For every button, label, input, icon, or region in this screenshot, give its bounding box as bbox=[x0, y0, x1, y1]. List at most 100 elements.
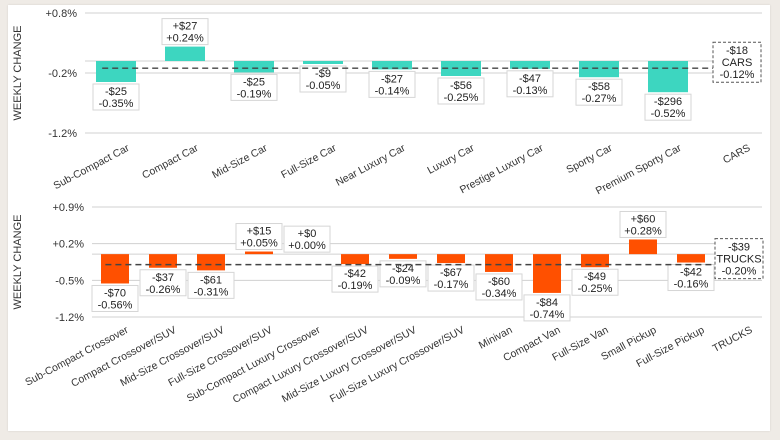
data-label-pct: -0.27% bbox=[582, 93, 617, 105]
data-label-pct: -0.19% bbox=[237, 88, 272, 100]
data-label-usd: -$296 bbox=[654, 96, 682, 108]
summary-pct: -0.12% bbox=[720, 69, 755, 81]
data-label-pct: -0.25% bbox=[444, 92, 479, 104]
data-label-pct: -0.14% bbox=[375, 85, 410, 97]
chart-panel: WEEKLY CHANGE +0.8% -0.2% -1.2% -$25 -0.35% +$… bbox=[8, 5, 770, 431]
data-label-box bbox=[523, 294, 571, 322]
data-label-usd: -$42 bbox=[344, 268, 366, 280]
category-label-trucks: TRUCKS bbox=[711, 324, 755, 355]
data-label-box bbox=[331, 265, 379, 293]
bar bbox=[581, 254, 609, 268]
data-label-pct: +0.00% bbox=[288, 240, 326, 252]
data-label-usd: -$58 bbox=[588, 81, 610, 93]
y-tick-label: -1.2% bbox=[55, 312, 84, 324]
data-label-box bbox=[230, 73, 278, 101]
bar bbox=[341, 254, 369, 265]
data-label-pct: -0.25% bbox=[578, 283, 613, 295]
data-label-usd: -$37 bbox=[152, 272, 174, 284]
summary-usd: -$39 bbox=[728, 242, 750, 254]
data-label-pct: -0.56% bbox=[98, 299, 133, 311]
data-label-pct: -0.19% bbox=[338, 280, 373, 292]
data-label-box bbox=[619, 210, 667, 238]
y-tick-label: +0.2% bbox=[53, 239, 85, 251]
bar bbox=[629, 239, 657, 255]
bar bbox=[648, 61, 688, 93]
chart-canvas: WEEKLY CHANGE+0.8%-0.2%-1.2%-$25-0.35%+$… bbox=[12, 8, 764, 406]
data-label-usd: -$70 bbox=[104, 287, 126, 299]
data-label-pct: -0.16% bbox=[674, 279, 709, 291]
data-label-pct: -0.34% bbox=[482, 288, 517, 300]
y-tick-label: -1.2% bbox=[48, 128, 77, 140]
category-label-mid-size-car: Mid-Size Car bbox=[210, 142, 270, 181]
summary-pct: -0.20% bbox=[722, 266, 757, 278]
data-label-usd: +$60 bbox=[631, 213, 656, 225]
category-label-full-size-car: Full-Size Car bbox=[279, 142, 339, 181]
y-axis-title: WEEKLY CHANGE bbox=[12, 215, 24, 310]
data-label-pct: +0.05% bbox=[240, 238, 278, 250]
data-label-box bbox=[575, 78, 623, 106]
data-label-usd: -$67 bbox=[440, 267, 462, 279]
bar bbox=[165, 46, 205, 61]
bar bbox=[579, 61, 619, 78]
data-label-box bbox=[139, 269, 187, 297]
y-tick-label: +0.9% bbox=[53, 202, 85, 214]
data-label-box bbox=[299, 65, 347, 93]
bar bbox=[234, 61, 274, 73]
bar bbox=[372, 61, 412, 70]
bar bbox=[101, 254, 129, 284]
bar bbox=[96, 61, 136, 82]
data-label-box bbox=[506, 70, 554, 98]
category-label-minivan: Minivan bbox=[477, 324, 515, 352]
summary-usd: -$18 bbox=[726, 45, 748, 57]
data-label-usd: +$0 bbox=[298, 228, 317, 240]
chart-cars: WEEKLY CHANGE+0.8%-0.2%-1.2%-$25-0.35%+$… bbox=[12, 8, 762, 197]
chart-trucks: WEEKLY CHANGE+0.9%+0.2%-0.5%-1.2%-$70-0.… bbox=[12, 202, 764, 406]
bar bbox=[485, 254, 513, 272]
bar bbox=[149, 254, 177, 268]
bar bbox=[197, 254, 225, 271]
data-label-pct: -0.35% bbox=[99, 98, 134, 110]
category-label-sub-compact-car: Sub-Compact Car bbox=[52, 142, 132, 192]
data-label-pct: -0.31% bbox=[194, 286, 229, 298]
bar bbox=[303, 61, 343, 64]
summary-box bbox=[712, 41, 762, 83]
bar bbox=[389, 254, 417, 259]
data-label-box bbox=[283, 225, 331, 253]
category-label-luxury-car: Luxury Car bbox=[425, 142, 476, 177]
data-label-usd: -$27 bbox=[381, 73, 403, 85]
data-label-pct: -0.74% bbox=[530, 309, 565, 321]
data-label-box bbox=[667, 264, 715, 292]
y-tick-label: +0.8% bbox=[46, 8, 78, 20]
data-label-box bbox=[161, 18, 209, 46]
data-label-box bbox=[187, 271, 235, 299]
category-label-sporty-car: Sporty Car bbox=[564, 142, 614, 176]
category-label-cars: CARS bbox=[721, 142, 752, 166]
bar bbox=[677, 254, 705, 263]
y-axis-title: WEEKLY CHANGE bbox=[12, 26, 24, 121]
summary-name: TRUCKS bbox=[716, 254, 761, 266]
data-label-usd: -$24 bbox=[392, 263, 414, 275]
data-label-box bbox=[91, 284, 139, 312]
data-label-pct: -0.13% bbox=[513, 85, 548, 97]
data-label-pct: -0.26% bbox=[146, 284, 181, 296]
bar bbox=[441, 61, 481, 76]
data-label-usd: -$42 bbox=[680, 267, 702, 279]
bar bbox=[245, 251, 273, 255]
data-label-pct: -0.09% bbox=[386, 275, 421, 287]
category-label-compact-car: Compact Car bbox=[140, 142, 201, 182]
data-label-usd: -$56 bbox=[450, 80, 472, 92]
data-label-usd: -$9 bbox=[315, 68, 331, 80]
data-label-pct: -0.17% bbox=[434, 279, 469, 291]
summary-name: CARS bbox=[722, 57, 753, 69]
data-label-pct: -0.52% bbox=[651, 108, 686, 120]
data-label-usd: -$61 bbox=[200, 274, 222, 286]
data-label-pct: +0.28% bbox=[624, 225, 662, 237]
bar bbox=[437, 254, 465, 264]
data-label-box bbox=[437, 77, 485, 105]
data-label-box bbox=[475, 273, 523, 301]
summary-box bbox=[714, 238, 764, 280]
y-tick-label: -0.5% bbox=[55, 275, 84, 287]
data-label-box bbox=[571, 268, 619, 296]
data-label-pct: -0.05% bbox=[306, 80, 341, 92]
data-label-box bbox=[92, 83, 140, 111]
